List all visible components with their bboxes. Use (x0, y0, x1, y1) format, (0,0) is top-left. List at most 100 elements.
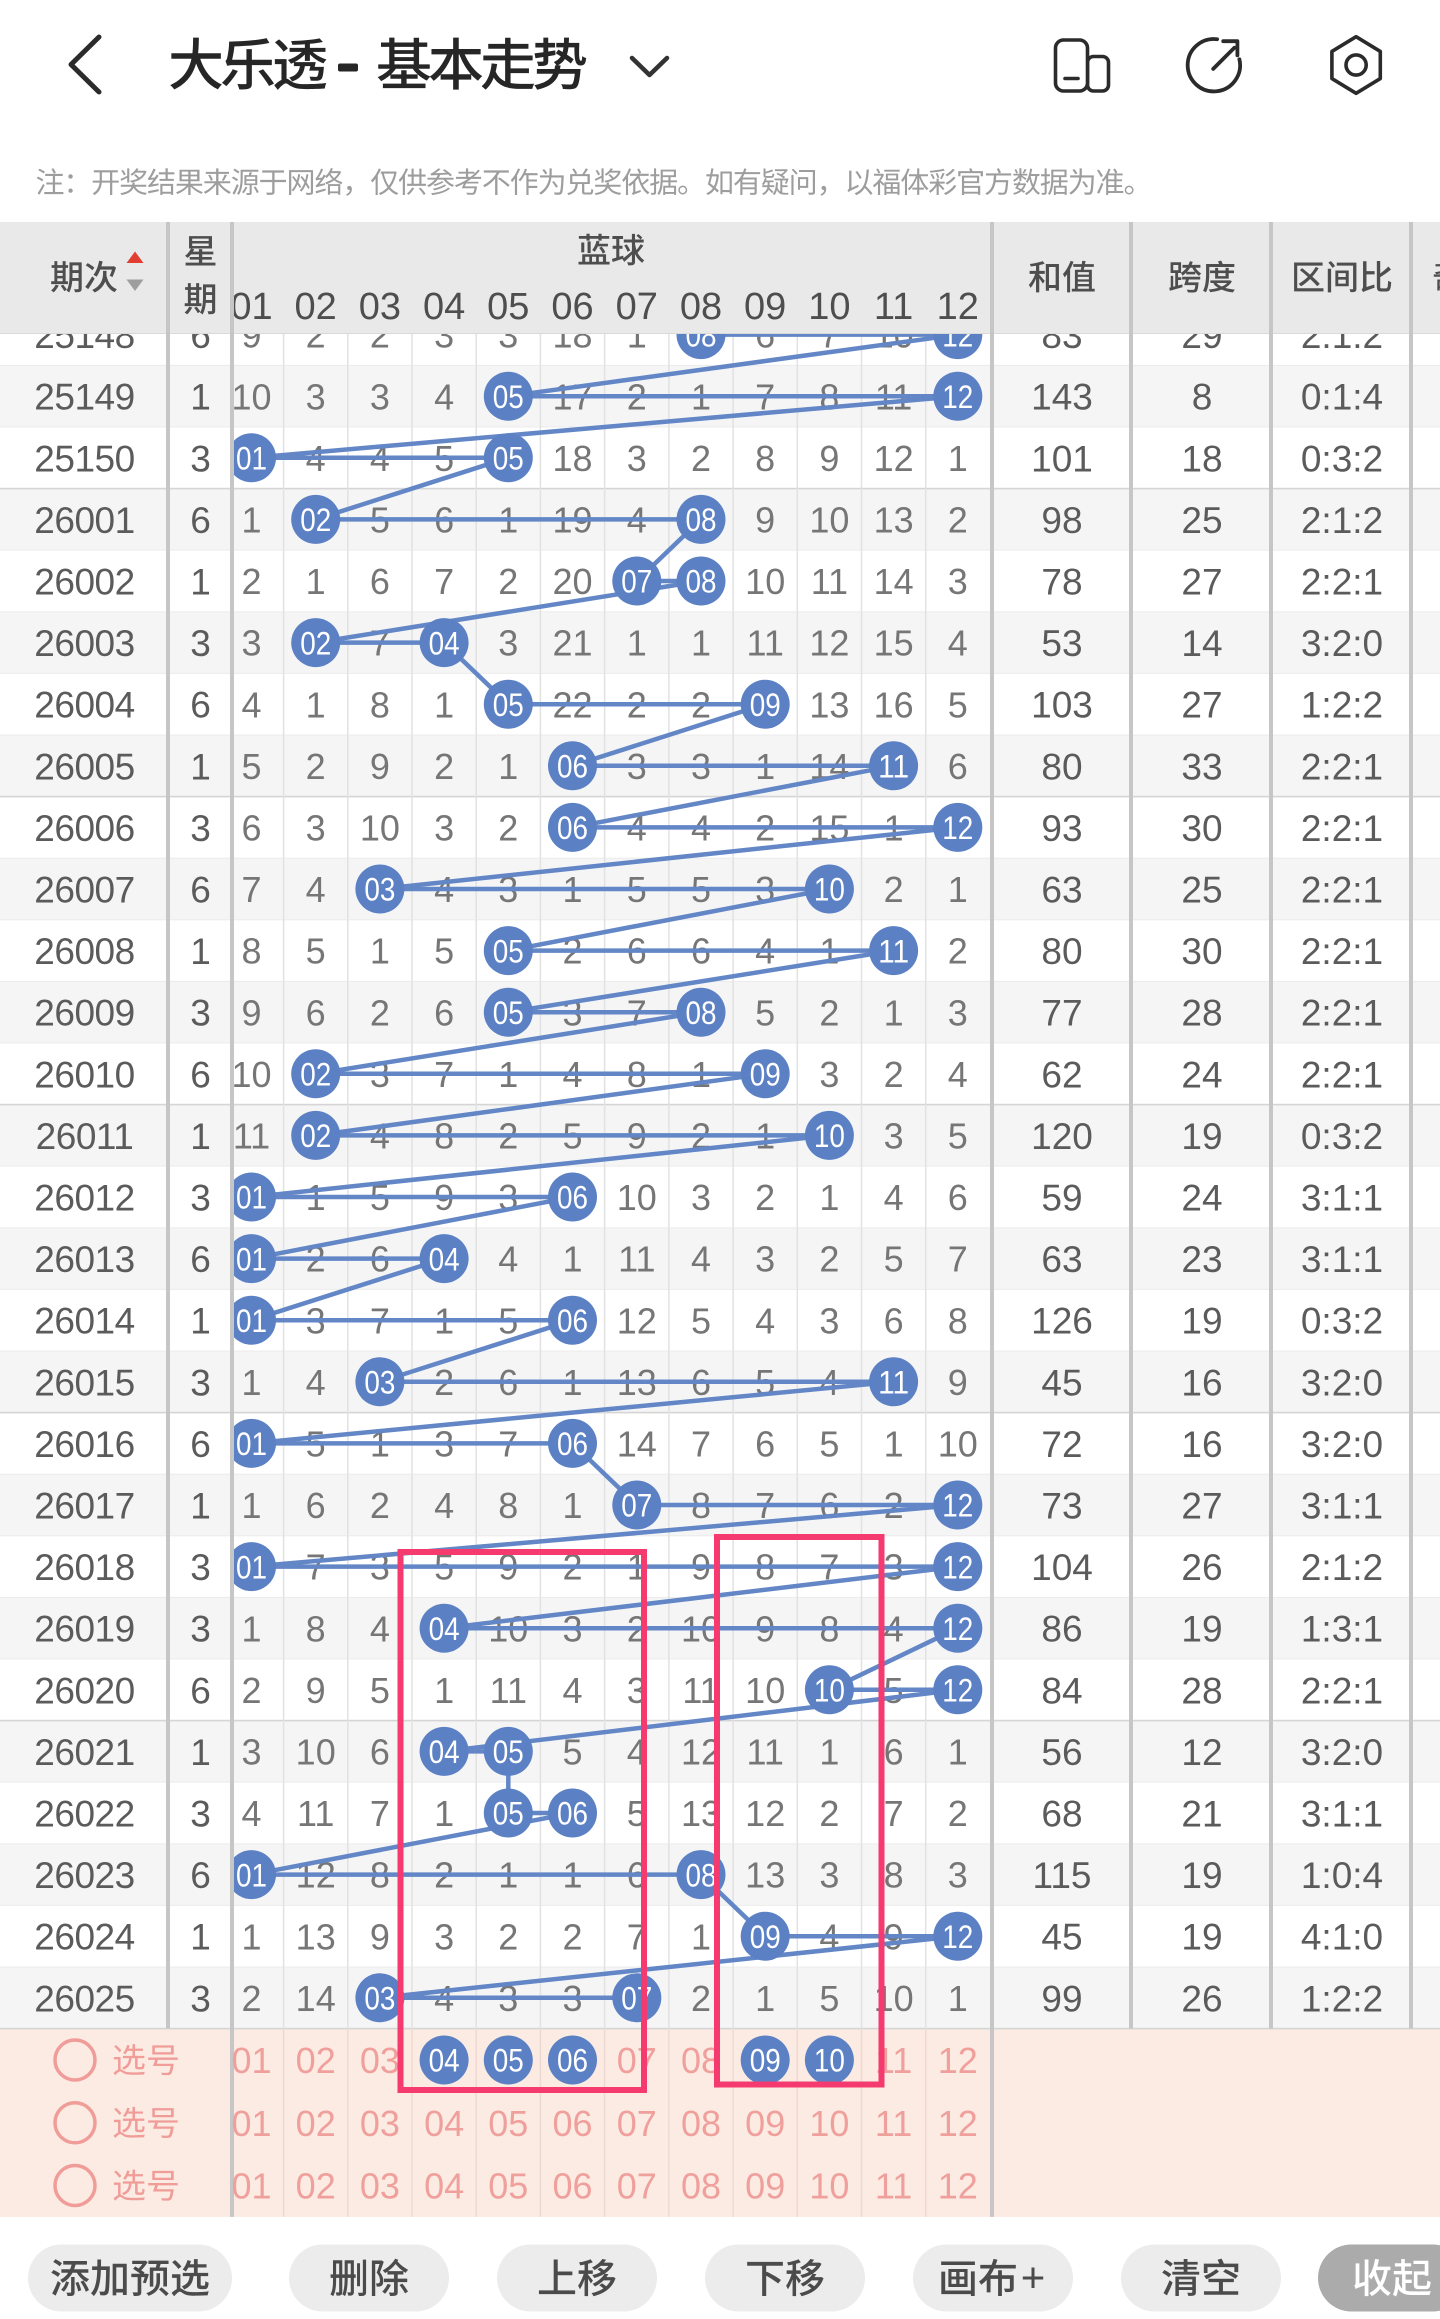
svg-text:12: 12 (942, 1919, 973, 1955)
svg-text:3: 3 (190, 623, 211, 664)
svg-text:26024: 26024 (34, 1917, 134, 1958)
svg-text:9: 9 (306, 1670, 326, 1711)
svg-text:1: 1 (948, 1978, 968, 2019)
svg-text:6: 6 (190, 500, 211, 541)
svg-text:9: 9 (370, 746, 390, 787)
svg-text:05: 05 (493, 687, 524, 723)
svg-text:11: 11 (747, 1732, 784, 1773)
svg-text:26: 26 (1181, 1547, 1222, 1588)
svg-text:10: 10 (231, 376, 271, 417)
svg-text:04: 04 (429, 1241, 460, 1277)
svg-text:6: 6 (190, 1239, 211, 1280)
svg-text:26015: 26015 (34, 1362, 134, 1403)
svg-text:3: 3 (691, 1177, 711, 1218)
svg-text:06: 06 (552, 2166, 592, 2207)
svg-text:12: 12 (938, 2040, 978, 2081)
svg-text:6: 6 (190, 1054, 211, 1095)
svg-text:11: 11 (878, 1365, 909, 1401)
svg-text:5: 5 (370, 1670, 390, 1711)
svg-text:68: 68 (1041, 1794, 1082, 1835)
svg-text:56: 56 (1041, 1732, 1082, 1773)
svg-text:6: 6 (755, 1424, 775, 1465)
svg-text:25: 25 (1181, 500, 1222, 541)
svg-text:8: 8 (498, 1485, 518, 1526)
svg-text:25149: 25149 (34, 377, 134, 418)
svg-text:10: 10 (809, 2166, 849, 2207)
svg-text:2: 2 (948, 500, 968, 541)
svg-text:6: 6 (190, 1855, 211, 1896)
svg-text:13: 13 (874, 500, 914, 541)
svg-text:9: 9 (755, 500, 775, 541)
svg-text:12: 12 (937, 286, 979, 328)
svg-text:05: 05 (493, 1734, 524, 1770)
svg-text:28: 28 (1181, 993, 1222, 1034)
svg-text:02: 02 (295, 286, 337, 328)
svg-text:2: 2 (691, 438, 711, 479)
svg-text:01: 01 (236, 1857, 267, 1893)
svg-text:1: 1 (948, 1732, 968, 1773)
svg-text:05: 05 (488, 2166, 528, 2207)
svg-text:1: 1 (691, 623, 711, 664)
svg-text:30: 30 (1181, 808, 1222, 849)
svg-text:08: 08 (686, 564, 717, 600)
svg-text:2: 2 (370, 1485, 390, 1526)
svg-text:3: 3 (819, 1855, 839, 1896)
svg-text:10: 10 (814, 2043, 845, 2079)
svg-text:8: 8 (306, 1608, 326, 1649)
svg-text:05: 05 (493, 933, 524, 969)
svg-text:04: 04 (423, 286, 465, 328)
svg-text:2:2:1: 2:2:1 (1301, 870, 1383, 911)
svg-text:2:1:2: 2:1:2 (1301, 500, 1383, 541)
svg-text:02: 02 (296, 2166, 336, 2207)
svg-text:11: 11 (618, 1239, 655, 1280)
svg-text:11: 11 (233, 1116, 270, 1157)
svg-text:01: 01 (236, 1180, 267, 1216)
svg-text:26012: 26012 (34, 1178, 134, 1219)
svg-text:78: 78 (1041, 562, 1082, 603)
svg-text:08: 08 (686, 1857, 717, 1893)
svg-text:26023: 26023 (34, 1855, 134, 1896)
svg-text:63: 63 (1041, 1239, 1082, 1280)
svg-text:62: 62 (1041, 1054, 1082, 1095)
svg-text:10: 10 (617, 1177, 657, 1218)
svg-text:3: 3 (306, 376, 326, 417)
svg-text:6: 6 (306, 1485, 326, 1526)
svg-text:19: 19 (1181, 1609, 1222, 1650)
svg-text:4: 4 (755, 1300, 775, 1341)
svg-text:04: 04 (424, 2166, 464, 2207)
svg-text:02: 02 (300, 625, 331, 661)
svg-text:80: 80 (1041, 746, 1082, 787)
svg-text:03: 03 (360, 2166, 400, 2207)
svg-text:03: 03 (364, 1981, 395, 2017)
svg-text:3: 3 (190, 1609, 211, 1650)
svg-text:16: 16 (1181, 1424, 1222, 1465)
svg-text:1: 1 (306, 684, 326, 725)
svg-text:09: 09 (745, 2103, 785, 2144)
svg-text:101: 101 (1031, 438, 1093, 479)
svg-text:25150: 25150 (34, 438, 134, 479)
svg-text:12: 12 (938, 2166, 978, 2207)
svg-text:115: 115 (1033, 1855, 1092, 1896)
svg-text:4: 4 (306, 1362, 326, 1403)
svg-text:2:1:2: 2:1:2 (1301, 1547, 1383, 1588)
svg-text:09: 09 (750, 687, 781, 723)
svg-text:4: 4 (562, 1670, 582, 1711)
svg-text:05: 05 (493, 995, 524, 1031)
svg-text:2: 2 (498, 808, 518, 849)
svg-text:143: 143 (1031, 377, 1093, 418)
svg-text:8: 8 (241, 931, 261, 972)
svg-text:10: 10 (938, 1424, 978, 1465)
svg-text:6: 6 (948, 1177, 968, 1218)
svg-text:5: 5 (948, 684, 968, 725)
svg-text:1: 1 (190, 1116, 211, 1157)
svg-text:3: 3 (819, 1300, 839, 1341)
svg-text:93: 93 (1041, 808, 1082, 849)
svg-text:25: 25 (1181, 870, 1222, 911)
svg-text:12: 12 (809, 623, 849, 664)
svg-text:03: 03 (364, 1365, 395, 1401)
svg-text:01: 01 (236, 441, 267, 477)
svg-text:1: 1 (241, 1916, 261, 1957)
svg-text:1: 1 (691, 1916, 711, 1957)
svg-text:12: 12 (938, 2103, 978, 2144)
svg-text:01: 01 (231, 2166, 271, 2207)
